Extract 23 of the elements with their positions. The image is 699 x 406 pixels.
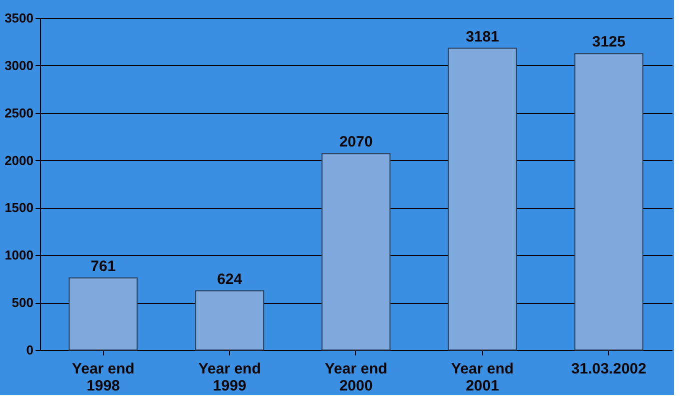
- bar: [68, 277, 138, 350]
- y-tick-label: 1000: [4, 248, 34, 263]
- data-label: 2070: [339, 134, 373, 151]
- bar: [574, 53, 644, 350]
- y-tick-label: 1500: [4, 200, 34, 216]
- x-tick-label: 31.03.2002: [571, 360, 646, 378]
- x-tick-label: Year end 2000: [324, 360, 388, 394]
- y-tick-label: 2500: [4, 105, 34, 120]
- data-label: 624: [217, 270, 243, 288]
- x-tick-label: Year end 1999: [198, 360, 261, 394]
- y-tick-label: 2000: [4, 152, 34, 168]
- y-tick-label: 3000: [4, 58, 34, 73]
- bar: [448, 48, 517, 350]
- data-label: 3125: [592, 34, 626, 51]
- y-tick-label: 0: [26, 342, 34, 358]
- y-tick-label: 500: [12, 295, 34, 310]
- x-tick-label: Year end 2001: [451, 360, 514, 394]
- data-label: 3181: [466, 28, 500, 46]
- data-label: 761: [90, 258, 116, 275]
- x-tick-label: Year end 1998: [72, 360, 134, 394]
- bar: [195, 290, 264, 350]
- bar: [322, 153, 390, 350]
- y-tick-label: 3500: [4, 10, 34, 26]
